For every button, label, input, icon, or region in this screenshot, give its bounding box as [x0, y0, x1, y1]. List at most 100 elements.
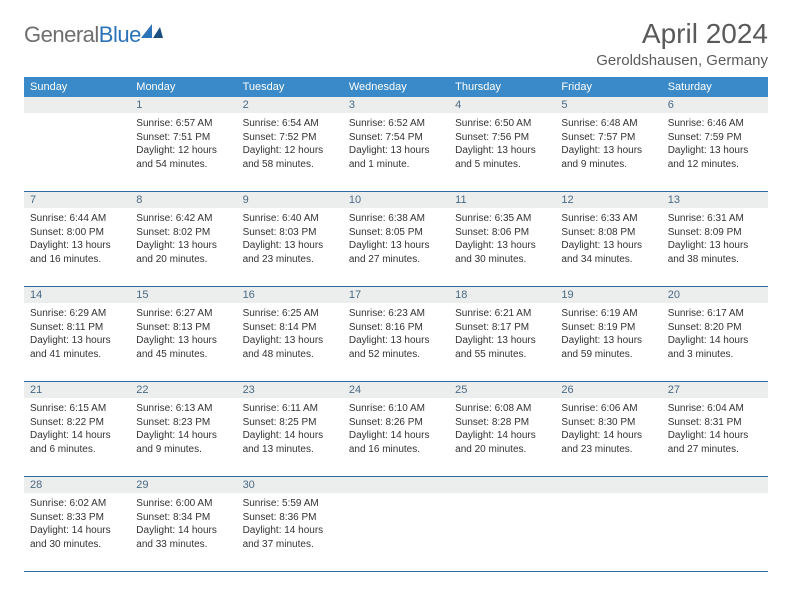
day-cell [555, 493, 661, 571]
day-info-line: Daylight: 14 hours [243, 429, 337, 443]
day-text: Sunrise: 5:59 AMSunset: 8:36 PMDaylight:… [241, 495, 339, 551]
weeks-container: 123456Sunrise: 6:57 AMSunset: 7:51 PMDay… [24, 97, 768, 572]
day-info-line: Sunset: 8:22 PM [30, 416, 124, 430]
day-info-line: and 13 minutes. [243, 443, 337, 457]
day-cell: Sunrise: 6:31 AMSunset: 8:09 PMDaylight:… [662, 208, 768, 286]
day-info-line: Daylight: 13 hours [349, 334, 443, 348]
day-number: 11 [449, 192, 555, 208]
day-number: 22 [130, 382, 236, 398]
day-info-line: and 20 minutes. [455, 443, 549, 457]
day-text: Sunrise: 6:48 AMSunset: 7:57 PMDaylight:… [559, 115, 657, 171]
day-cell: Sunrise: 6:17 AMSunset: 8:20 PMDaylight:… [662, 303, 768, 381]
day-text: Sunrise: 6:13 AMSunset: 8:23 PMDaylight:… [134, 400, 232, 456]
day-info-line: and 9 minutes. [136, 443, 230, 457]
day-info-line: Sunset: 8:34 PM [136, 511, 230, 525]
day-number: 15 [130, 287, 236, 303]
day-info-line: Sunrise: 6:57 AM [136, 117, 230, 131]
day-info-line: and 23 minutes. [561, 443, 655, 457]
day-info-line: Sunset: 8:31 PM [668, 416, 762, 430]
day-info-line: and 30 minutes. [30, 538, 124, 552]
day-number: 20 [662, 287, 768, 303]
day-info-line: Sunset: 8:20 PM [668, 321, 762, 335]
day-info-line: Sunset: 8:05 PM [349, 226, 443, 240]
day-info-line: and 5 minutes. [455, 158, 549, 172]
day-info-line: Daylight: 13 hours [136, 334, 230, 348]
day-number: 29 [130, 477, 236, 493]
day-cell: Sunrise: 6:44 AMSunset: 8:00 PMDaylight:… [24, 208, 130, 286]
day-cell [662, 493, 768, 571]
weekday-label: Thursday [449, 77, 555, 97]
day-info-line: Daylight: 12 hours [136, 144, 230, 158]
day-info-line: Sunrise: 6:15 AM [30, 402, 124, 416]
day-number: 14 [24, 287, 130, 303]
sail-icon [141, 24, 163, 38]
day-info-line: Daylight: 14 hours [455, 429, 549, 443]
day-info-line: Sunrise: 6:52 AM [349, 117, 443, 131]
day-info-line: Sunset: 8:00 PM [30, 226, 124, 240]
day-info-line: Sunset: 8:08 PM [561, 226, 655, 240]
day-info-line: and 12 minutes. [668, 158, 762, 172]
day-info-line: Sunrise: 6:44 AM [30, 212, 124, 226]
day-number: 2 [237, 97, 343, 113]
day-number: 17 [343, 287, 449, 303]
day-info-line: Sunrise: 6:00 AM [136, 497, 230, 511]
daynum-row: 282930 [24, 477, 768, 493]
day-cell [24, 113, 130, 191]
day-info-line: Sunrise: 6:25 AM [243, 307, 337, 321]
day-cell: Sunrise: 6:35 AMSunset: 8:06 PMDaylight:… [449, 208, 555, 286]
day-text [453, 495, 551, 497]
day-info-line: Daylight: 14 hours [668, 429, 762, 443]
day-info-line: Daylight: 13 hours [561, 239, 655, 253]
day-info-line: and 34 minutes. [561, 253, 655, 267]
day-cell: Sunrise: 6:38 AMSunset: 8:05 PMDaylight:… [343, 208, 449, 286]
day-info-line: and 1 minute. [349, 158, 443, 172]
day-info-line: Daylight: 14 hours [136, 524, 230, 538]
daynum-row: 21222324252627 [24, 382, 768, 398]
day-info-line: Sunrise: 6:10 AM [349, 402, 443, 416]
day-info-line: Sunrise: 6:27 AM [136, 307, 230, 321]
day-cell [449, 493, 555, 571]
day-info-line: Daylight: 12 hours [243, 144, 337, 158]
day-info-line: Sunset: 7:52 PM [243, 131, 337, 145]
day-info-line: and 59 minutes. [561, 348, 655, 362]
day-number: 27 [662, 382, 768, 398]
week-row: Sunrise: 6:57 AMSunset: 7:51 PMDaylight:… [24, 113, 768, 192]
day-info-line: Daylight: 13 hours [30, 334, 124, 348]
day-info-line: Daylight: 13 hours [455, 144, 549, 158]
day-number [24, 97, 130, 113]
day-text: Sunrise: 6:40 AMSunset: 8:03 PMDaylight:… [241, 210, 339, 266]
weekday-header: SundayMondayTuesdayWednesdayThursdayFrid… [24, 77, 768, 97]
day-text: Sunrise: 6:11 AMSunset: 8:25 PMDaylight:… [241, 400, 339, 456]
day-info-line: Sunset: 8:03 PM [243, 226, 337, 240]
day-info-line: Sunset: 8:06 PM [455, 226, 549, 240]
day-text: Sunrise: 6:06 AMSunset: 8:30 PMDaylight:… [559, 400, 657, 456]
day-cell: Sunrise: 6:00 AMSunset: 8:34 PMDaylight:… [130, 493, 236, 571]
day-info-line: Sunset: 7:51 PM [136, 131, 230, 145]
week-row: Sunrise: 6:29 AMSunset: 8:11 PMDaylight:… [24, 303, 768, 382]
weekday-label: Friday [555, 77, 661, 97]
day-cell: Sunrise: 6:57 AMSunset: 7:51 PMDaylight:… [130, 113, 236, 191]
day-info-line: Daylight: 14 hours [243, 524, 337, 538]
day-info-line: and 33 minutes. [136, 538, 230, 552]
calendar-page: GeneralBlue April 2024 Geroldshausen, Ge… [0, 0, 792, 572]
day-text: Sunrise: 6:33 AMSunset: 8:08 PMDaylight:… [559, 210, 657, 266]
day-info-line: Sunrise: 6:02 AM [30, 497, 124, 511]
day-info-line: Sunrise: 6:31 AM [668, 212, 762, 226]
day-info-line: Sunrise: 6:06 AM [561, 402, 655, 416]
day-info-line: Sunset: 7:56 PM [455, 131, 549, 145]
day-cell: Sunrise: 6:48 AMSunset: 7:57 PMDaylight:… [555, 113, 661, 191]
day-text: Sunrise: 6:31 AMSunset: 8:09 PMDaylight:… [666, 210, 764, 266]
day-info-line: and 27 minutes. [668, 443, 762, 457]
day-cell: Sunrise: 6:46 AMSunset: 7:59 PMDaylight:… [662, 113, 768, 191]
day-info-line: Daylight: 13 hours [243, 239, 337, 253]
day-info-line: Sunset: 8:33 PM [30, 511, 124, 525]
day-info-line: Daylight: 14 hours [30, 524, 124, 538]
day-number: 5 [555, 97, 661, 113]
day-info-line: Sunrise: 6:50 AM [455, 117, 549, 131]
day-number: 8 [130, 192, 236, 208]
day-info-line: and 9 minutes. [561, 158, 655, 172]
day-info-line: Sunrise: 6:17 AM [668, 307, 762, 321]
day-info-line: Sunrise: 6:08 AM [455, 402, 549, 416]
day-info-line: Sunrise: 6:40 AM [243, 212, 337, 226]
day-info-line: Sunrise: 6:21 AM [455, 307, 549, 321]
